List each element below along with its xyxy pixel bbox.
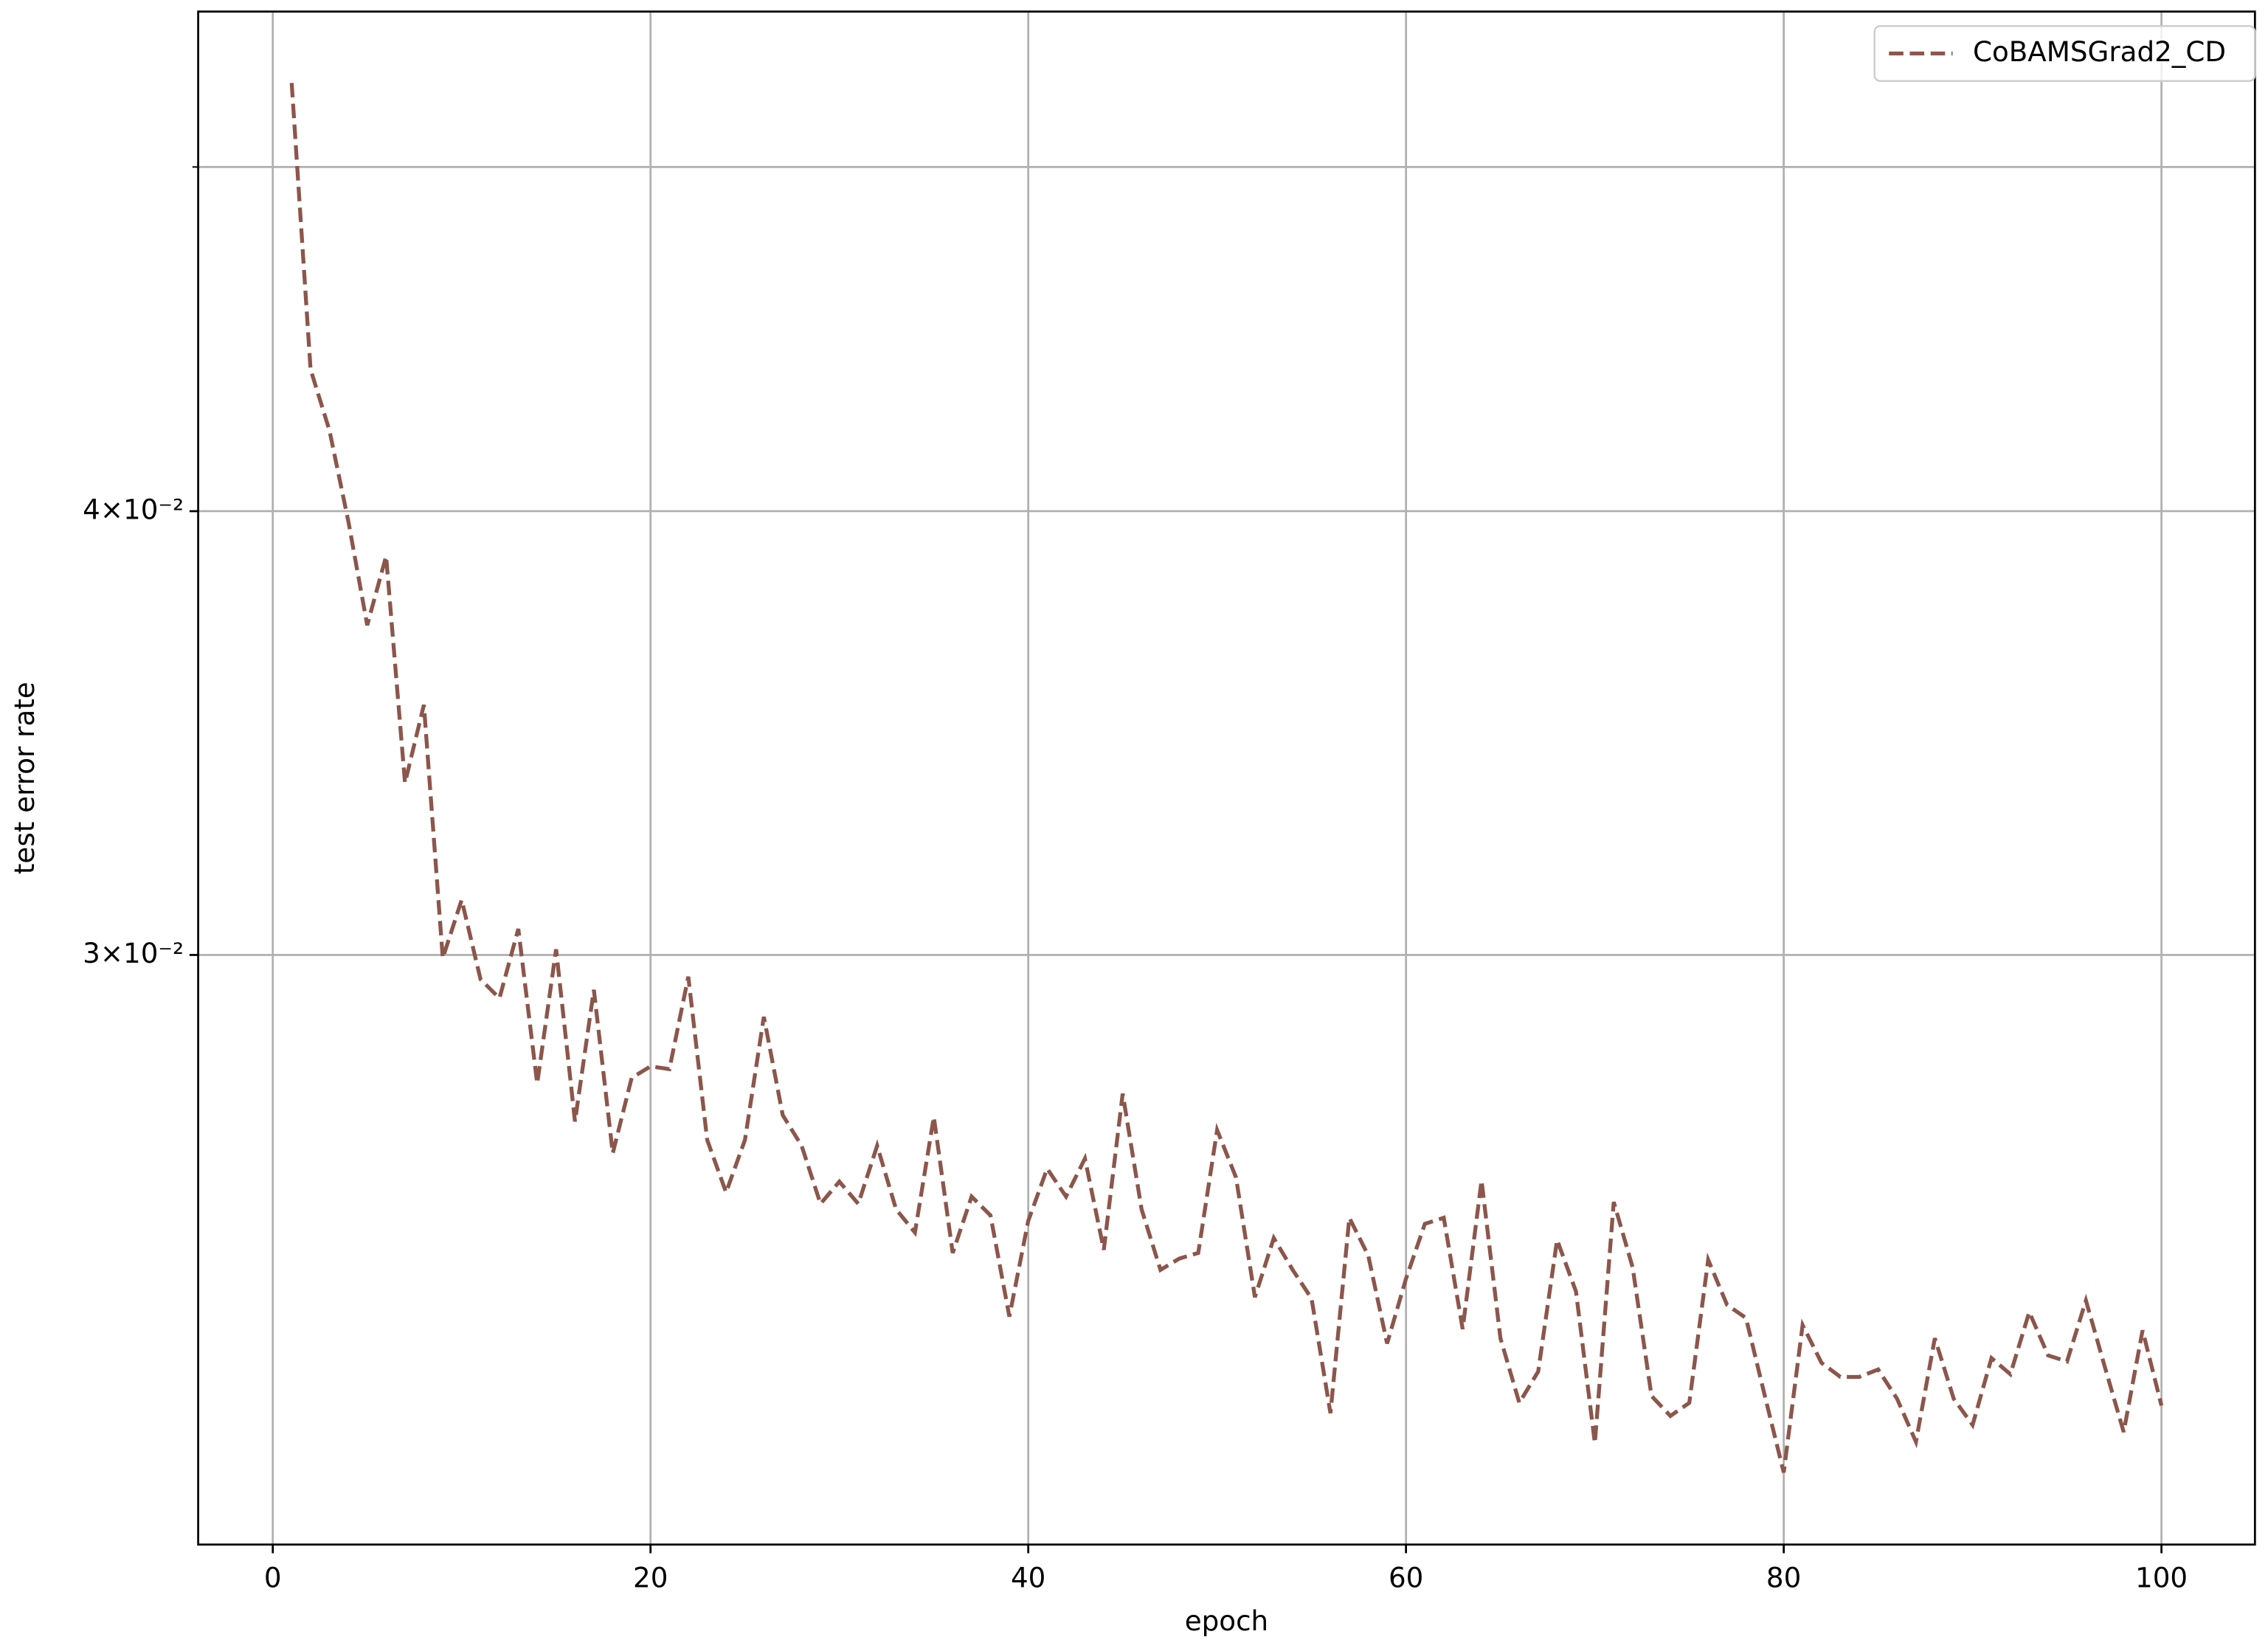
legend-label: CoBAMSGrad2_CD — [1973, 35, 2226, 68]
y-axis-label: test error rate — [8, 682, 41, 874]
x-tick-label: 40 — [1011, 1561, 1045, 1593]
y-tick-label: 3×10⁻² — [83, 937, 184, 969]
x-tick-label: 20 — [633, 1561, 668, 1593]
x-tick-label: 100 — [2135, 1561, 2188, 1593]
data-line — [289, 83, 2164, 1473]
y-tick-label: 4×10⁻² — [83, 493, 184, 525]
legend-box — [1873, 25, 2256, 82]
x-tick-label: 60 — [1389, 1561, 1423, 1593]
plot-frame — [197, 10, 2256, 1546]
x-axis-label: epoch — [1185, 1605, 1268, 1637]
x-tick-label: 80 — [1766, 1561, 1801, 1593]
x-tick-label: 0 — [264, 1561, 282, 1593]
